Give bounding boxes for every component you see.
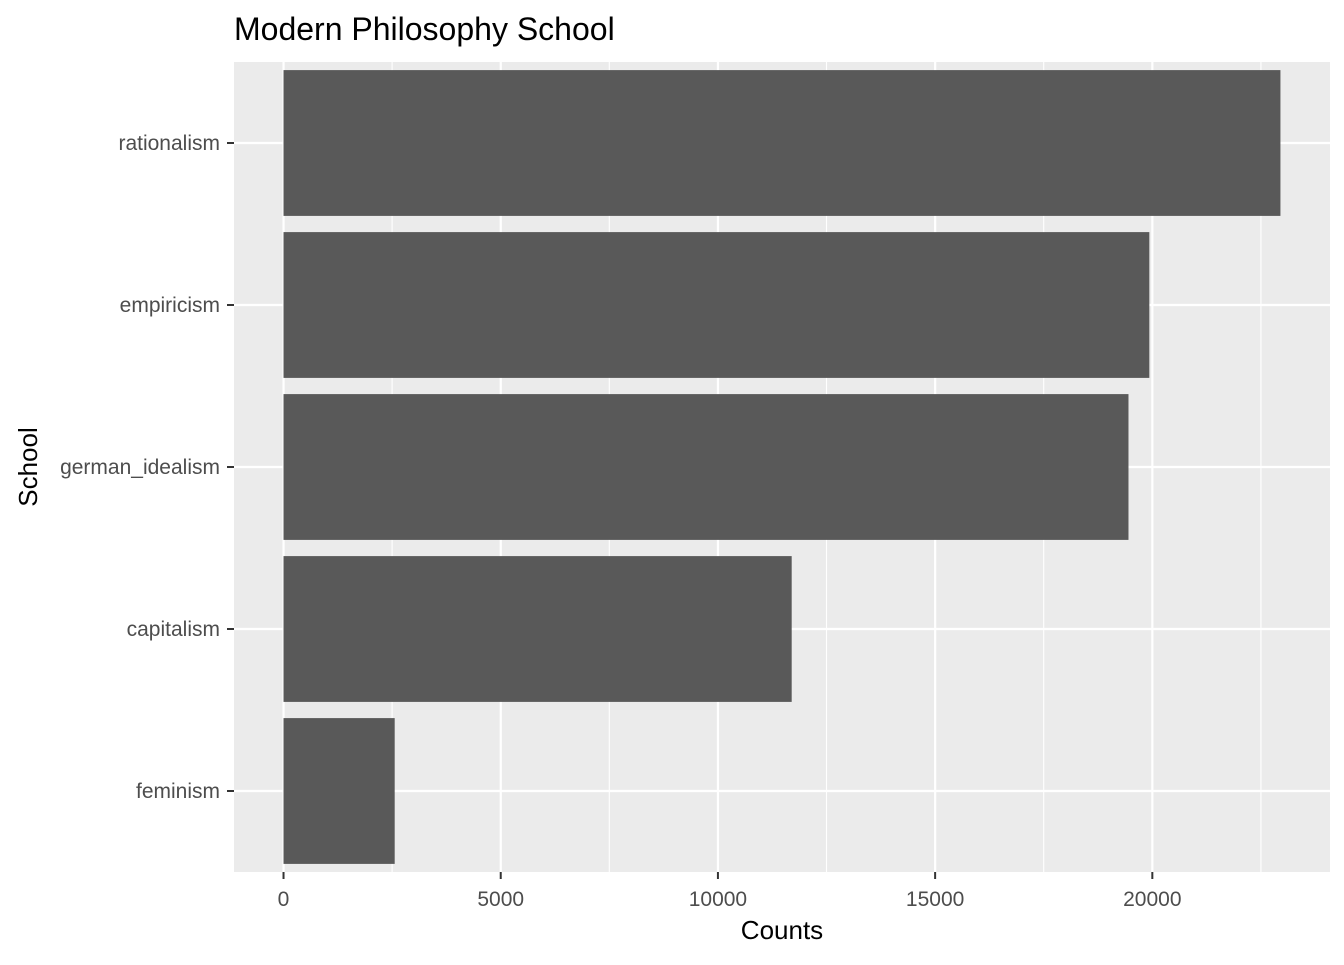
x-tick-label: 10000 — [689, 888, 747, 911]
y-axis-title: School — [13, 427, 43, 507]
x-tick-label: 20000 — [1123, 888, 1181, 911]
bars — [283, 70, 1281, 864]
bar-empiricism — [283, 232, 1150, 378]
y-tick-label: empiricism — [120, 294, 220, 317]
bar-german-idealism — [283, 394, 1129, 540]
y-tick-label: capitalism — [127, 618, 220, 641]
bar-capitalism — [283, 556, 792, 702]
x-tick-label: 15000 — [906, 888, 964, 911]
bar-feminism — [283, 718, 395, 864]
x-axis-title: Counts — [741, 915, 823, 945]
axes: 0 5000 10000 15000 20000 rationalism empiricis… — [60, 132, 1181, 911]
x-tick-label: 5000 — [477, 888, 524, 911]
y-tick-label: german_idealism — [60, 456, 220, 479]
chart-title: Modern Philosophy School — [234, 11, 615, 47]
x-tick-label: 0 — [278, 888, 290, 911]
y-tick-label: feminism — [136, 780, 220, 803]
bar-rationalism — [283, 70, 1281, 216]
y-tick-label: rationalism — [118, 132, 220, 155]
